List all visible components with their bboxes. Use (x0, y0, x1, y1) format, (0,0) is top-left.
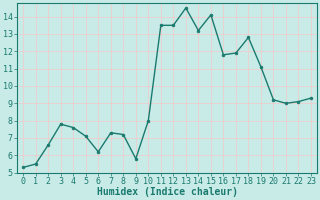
X-axis label: Humidex (Indice chaleur): Humidex (Indice chaleur) (97, 187, 237, 197)
